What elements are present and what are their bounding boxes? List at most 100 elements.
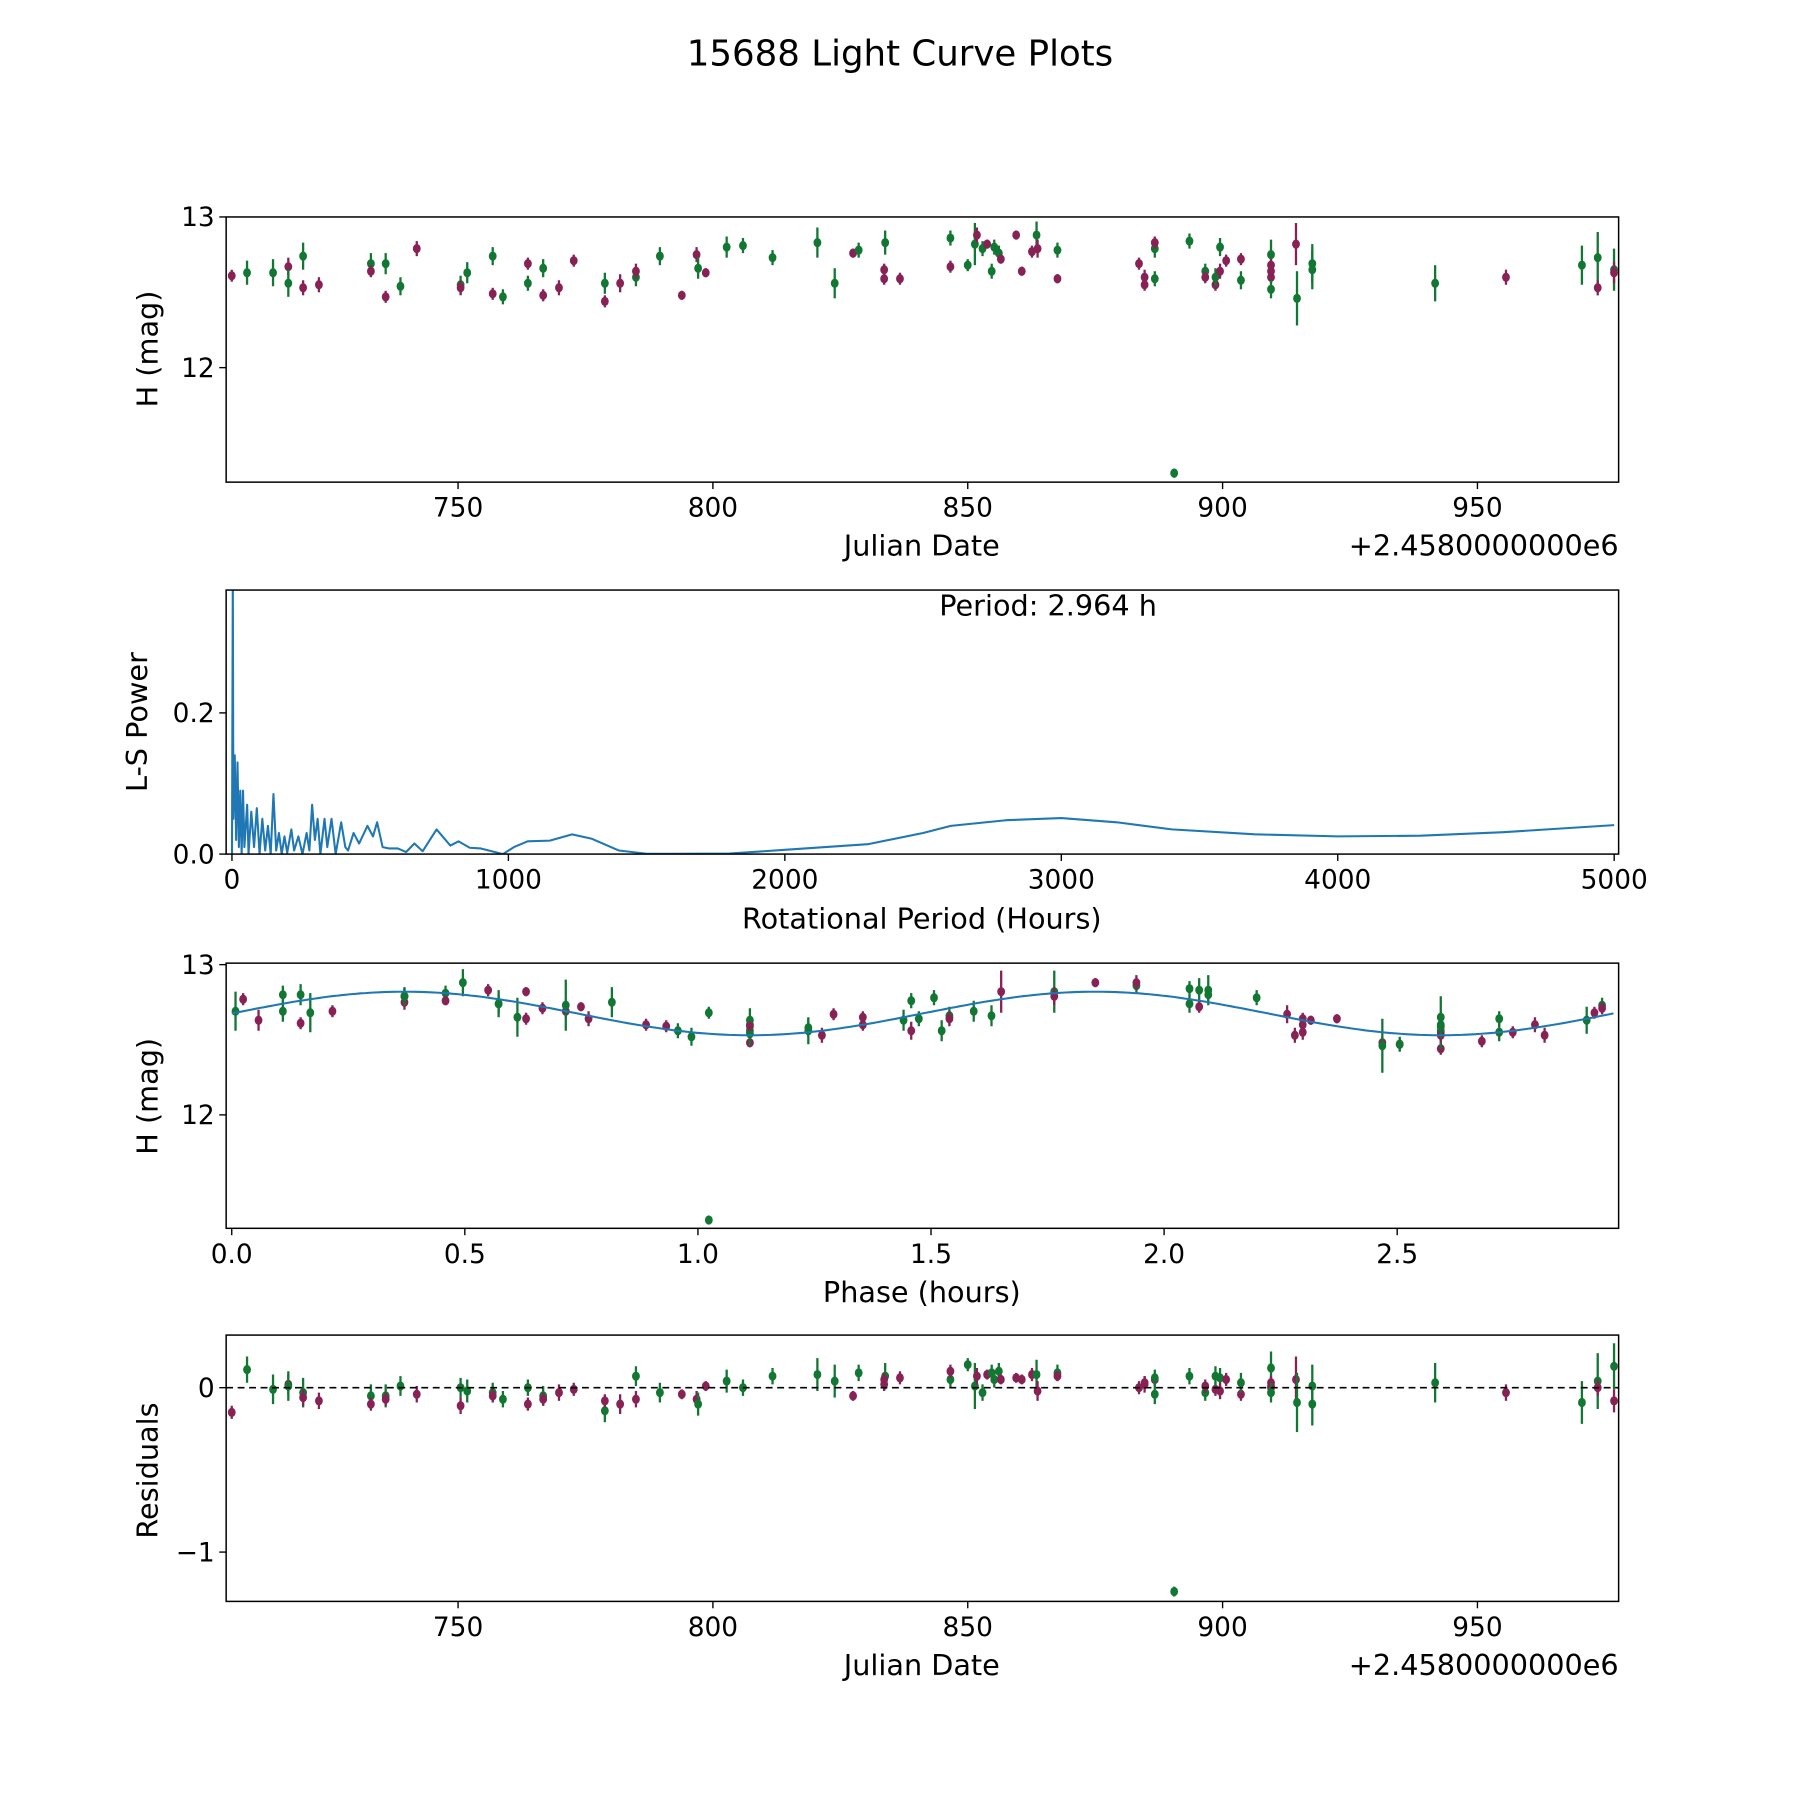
phased-point (1252, 993, 1261, 1003)
data-point (227, 271, 236, 281)
axes-frame (225, 1334, 1620, 1603)
data-point (1578, 260, 1586, 270)
p1-offset-text: +2.4580000000e6 (1349, 529, 1619, 563)
p4-xlabel: Julian Date (842, 1648, 1000, 1682)
phased-point (1091, 978, 1100, 988)
residual-point (946, 1366, 955, 1376)
data-point (315, 280, 323, 290)
data-point (1033, 244, 1042, 254)
data-point (284, 278, 293, 288)
data-point (880, 265, 889, 275)
data-point (881, 237, 890, 248)
y-tick-label: 0.2 (173, 698, 215, 729)
residual-point (366, 1399, 375, 1409)
phased-point (1195, 985, 1204, 995)
data-point (830, 278, 839, 288)
residual-point (963, 1360, 972, 1370)
data-point (299, 251, 308, 261)
data-point (299, 283, 308, 293)
residual-point (1610, 1396, 1618, 1406)
phased-point (577, 1002, 585, 1012)
x-tick-label: 750 (433, 1612, 483, 1643)
data-point (1185, 236, 1194, 246)
phased-point (239, 994, 248, 1004)
residual-point (227, 1407, 236, 1417)
residual-point (616, 1399, 625, 1409)
residual-point (1431, 1378, 1440, 1388)
residual-point (1053, 1371, 1062, 1381)
phased-point (745, 1021, 754, 1031)
data-point (616, 278, 625, 288)
data-point (987, 266, 996, 276)
residual-point (1170, 1586, 1179, 1597)
data-point (488, 251, 497, 261)
data-point (523, 278, 532, 288)
p3-ylabel: H (mag) (130, 1038, 164, 1155)
data-point (1267, 272, 1275, 282)
data-point (499, 292, 507, 302)
data-point (412, 244, 421, 254)
phased-point (969, 1006, 978, 1016)
phased-point (914, 1014, 923, 1024)
residual-point (243, 1365, 251, 1375)
data-point (463, 268, 472, 278)
residual-point (1216, 1373, 1224, 1383)
phased-point (494, 999, 503, 1009)
residual-point (366, 1391, 375, 1401)
data-point (523, 259, 532, 269)
data-point (722, 242, 731, 252)
residual-point (1185, 1371, 1194, 1381)
residual-point (539, 1394, 548, 1404)
residual-point (722, 1376, 731, 1386)
residual-point (284, 1381, 293, 1391)
data-point (284, 262, 293, 272)
x-tick-label: 800 (688, 493, 738, 524)
phased-point (328, 1006, 337, 1016)
axes-frame (225, 962, 1620, 1230)
residual-point (1502, 1388, 1510, 1398)
phased-point (1508, 1027, 1517, 1037)
residual-point (463, 1386, 472, 1396)
phased-point (704, 1008, 713, 1018)
x-tick-label: 2.5 (1376, 1239, 1418, 1270)
data-point (1140, 280, 1149, 290)
x-tick-label: 2.0 (1143, 1239, 1185, 1270)
data-point (1593, 283, 1602, 293)
data-point (946, 262, 955, 272)
residual-point (523, 1399, 532, 1409)
phased-point (937, 1026, 946, 1036)
residual-point (499, 1394, 507, 1404)
x-tick-label: 4000 (1304, 865, 1371, 896)
phased-point (561, 1000, 570, 1010)
data-point (555, 283, 563, 293)
phased-point (829, 1009, 838, 1019)
p2-xlabel: Rotational Period (Hours) (742, 902, 1102, 936)
phased-point (1598, 1003, 1607, 1013)
phased-point (1195, 1002, 1204, 1012)
x-tick-label: 750 (433, 493, 483, 524)
x-tick-label: 900 (1197, 493, 1247, 524)
residual-point (1032, 1369, 1041, 1380)
data-point (366, 266, 375, 276)
phased-point (1477, 1036, 1486, 1046)
phased-point (484, 985, 493, 995)
data-point (1502, 272, 1510, 282)
data-point (600, 296, 609, 306)
data-point (569, 256, 578, 266)
data-point (692, 250, 701, 260)
residual-point (1033, 1386, 1042, 1396)
y-tick-label: 12 (181, 1100, 215, 1131)
phased-point (1132, 978, 1141, 988)
phased-point (987, 1011, 996, 1021)
residual-point (1150, 1373, 1159, 1383)
data-point (973, 230, 981, 240)
phased-point (1333, 1014, 1341, 1024)
data-point (1610, 268, 1618, 278)
plot-area (230, 590, 1615, 855)
phased-point (607, 997, 616, 1007)
residual-point (1578, 1397, 1586, 1408)
data-point (1140, 272, 1149, 282)
phased-point (522, 1014, 530, 1024)
residual-point (880, 1379, 889, 1389)
x-tick-label: 1000 (475, 865, 542, 896)
